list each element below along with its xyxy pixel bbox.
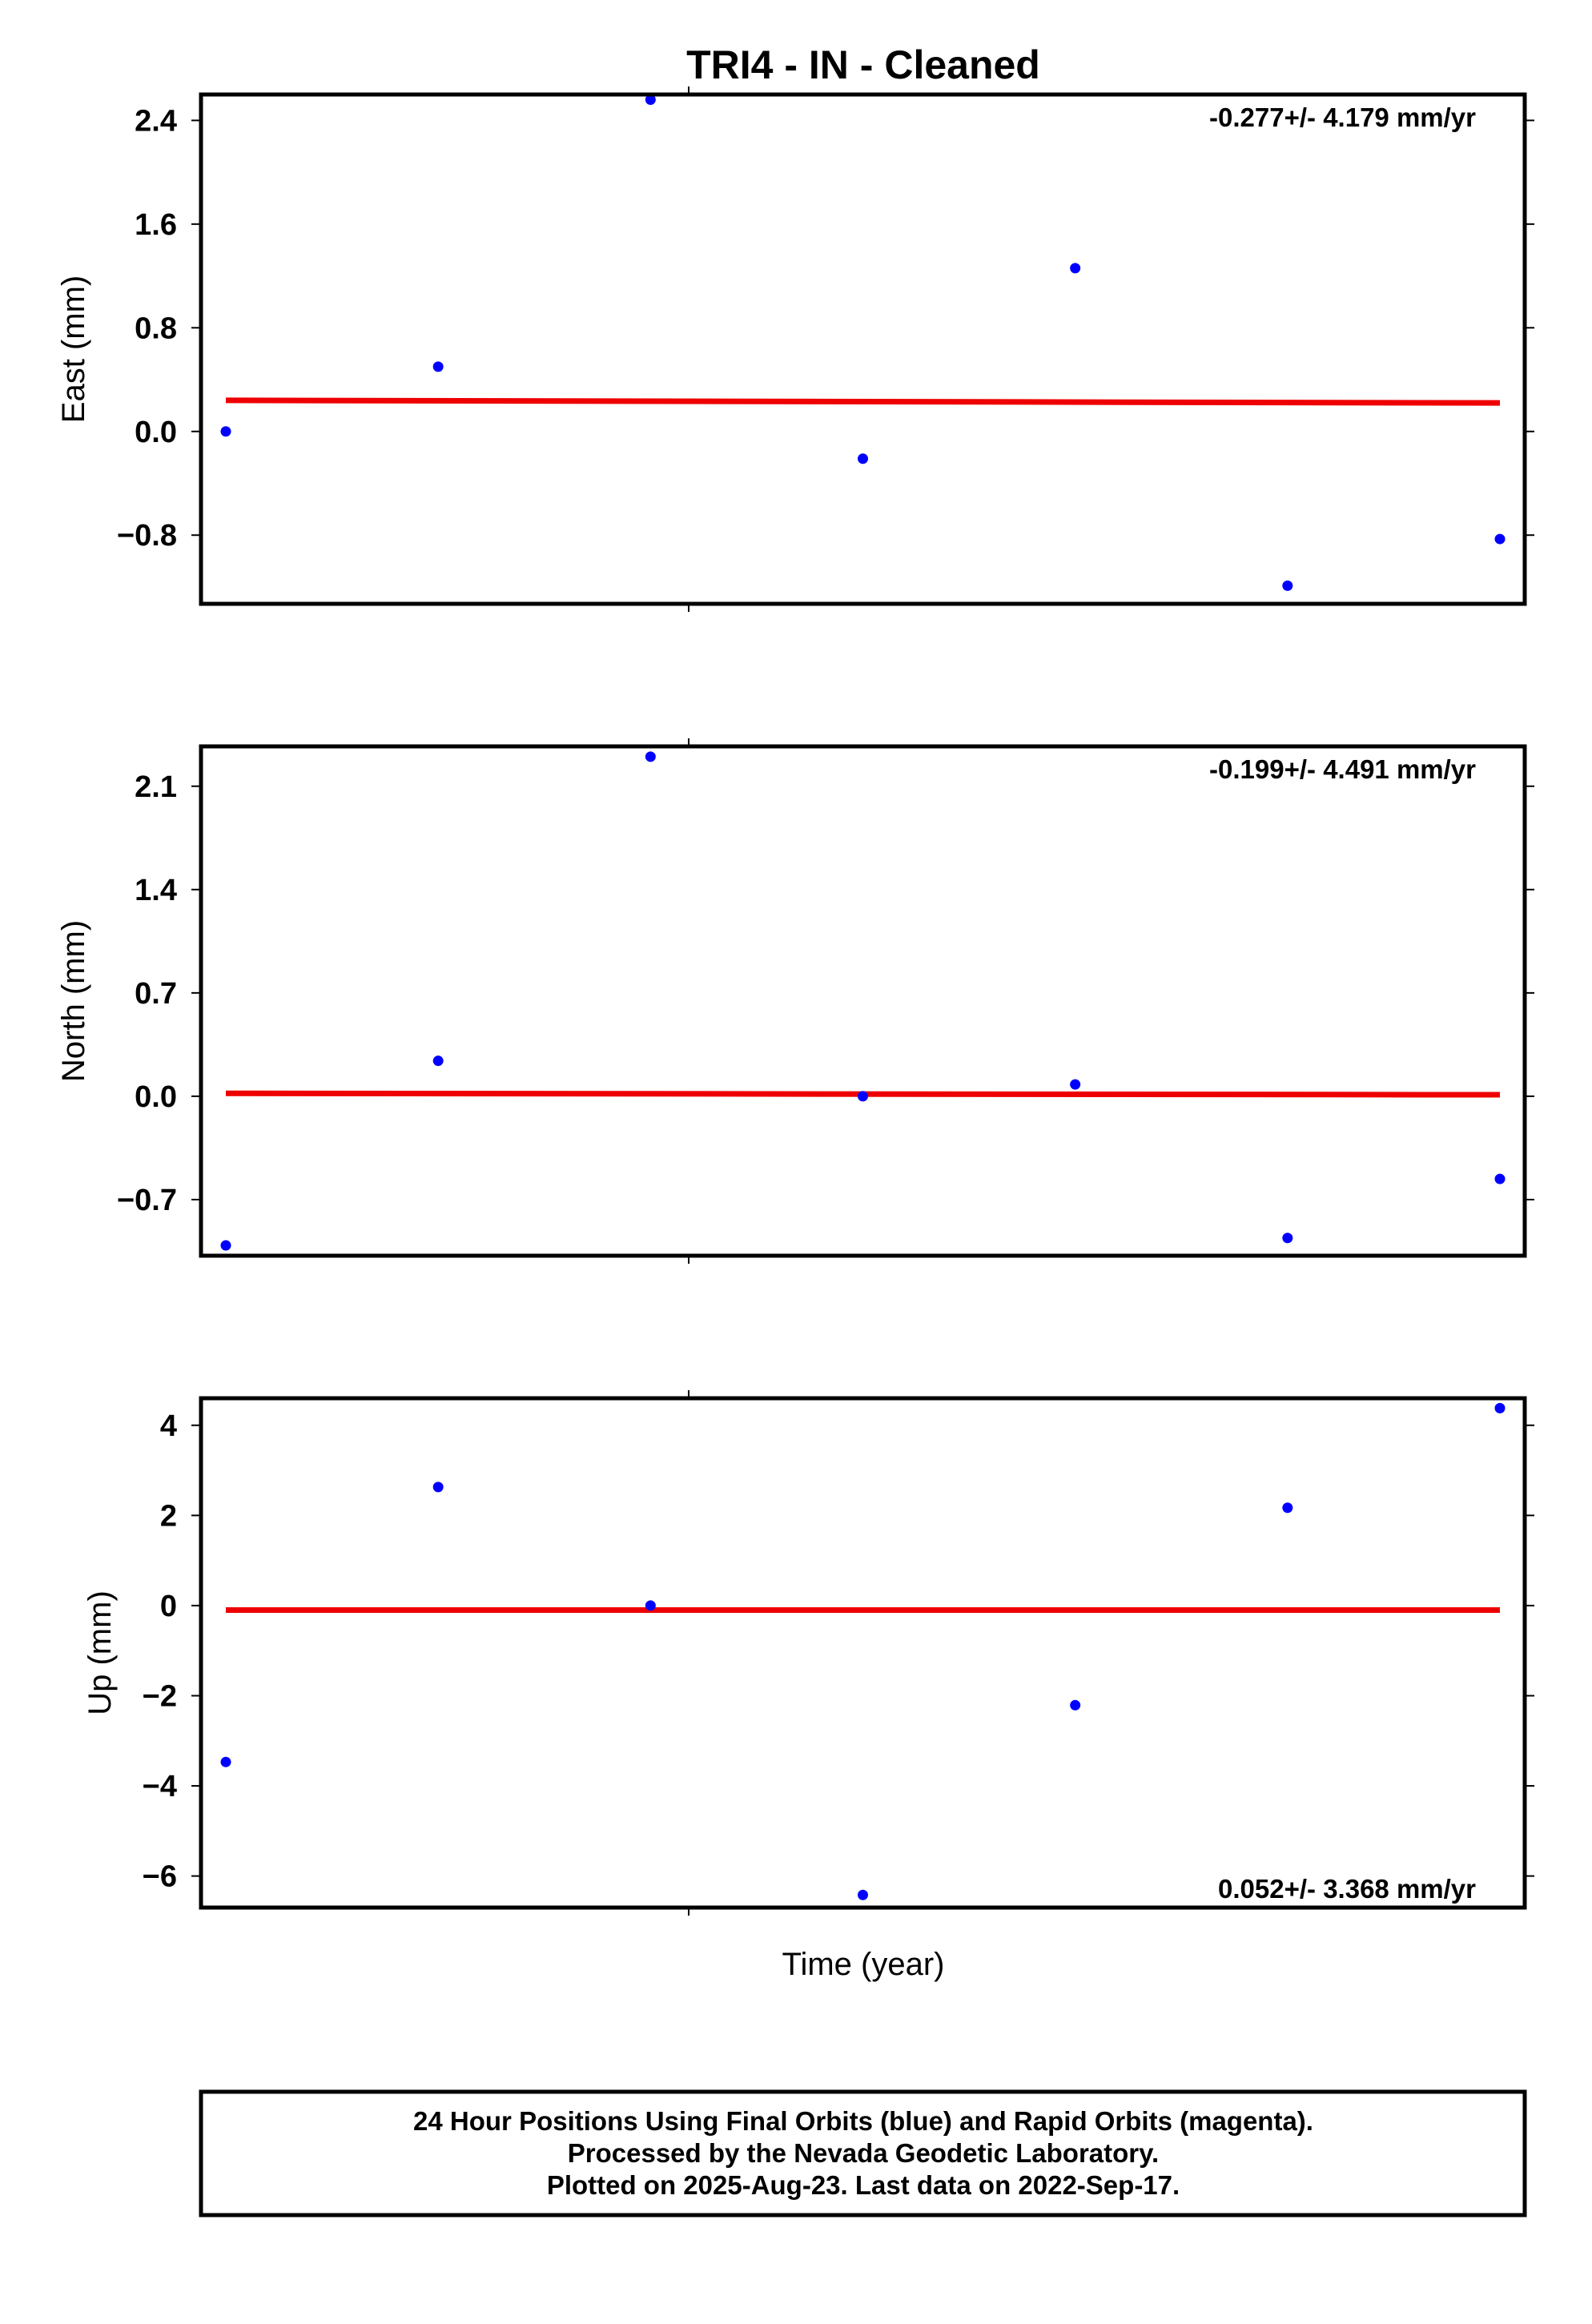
data-point [645, 1600, 656, 1611]
data-point [220, 1240, 231, 1251]
y-tick-label: −2 [143, 1679, 177, 1713]
data-point [1494, 1173, 1506, 1184]
y-tick-label: 0 [160, 1590, 177, 1623]
y-axis-label: North (mm) [56, 920, 91, 1082]
data-point [432, 1482, 444, 1493]
panel-frame [199, 744, 1527, 1258]
panel-0: 2.4 1.6 0.8 0.0 −0.8 East (mm) -0.277+/- 4.179… [56, 86, 1534, 612]
data-point [432, 361, 444, 372]
data-point [1282, 1502, 1293, 1514]
y-tick-label: 0.0 [135, 1080, 177, 1114]
data-point [645, 751, 656, 762]
footer-line-2: Processed by the Nevada Geodetic Laborat… [568, 2138, 1159, 2168]
data-point [1070, 1699, 1081, 1711]
y-tick-label: 2.4 [135, 104, 177, 138]
data-point [858, 1889, 868, 1900]
panel-frame [199, 1396, 1527, 1910]
data-point [1494, 533, 1506, 545]
data-point [1494, 1402, 1506, 1413]
rate-label: -0.199+/- 4.491 mm/yr [1209, 754, 1476, 784]
y-tick-label: −4 [143, 1770, 177, 1803]
y-tick-label: 0.0 [135, 416, 177, 449]
y-tick-label: −0.8 [117, 519, 177, 553]
footer-frame [199, 2089, 1527, 2217]
y-tick-label: 0.7 [135, 977, 177, 1011]
panel-2: 4 2 0 −2 −4 −6 Up (mm) 0.052+/- 3.368 mm/yr [82, 1390, 1534, 1916]
data-point [1070, 1079, 1081, 1090]
data-point [1282, 580, 1293, 591]
footer-line-3: Plotted on 2025-Aug-23. Last data on 202… [547, 2170, 1180, 2200]
y-tick-label: −6 [143, 1860, 177, 1894]
rate-label: 0.052+/- 3.368 mm/yr [1218, 1874, 1476, 1904]
y-axis-label: East (mm) [56, 275, 91, 423]
footer-line-1: 24 Hour Positions Using Final Orbits (bl… [413, 2106, 1313, 2136]
rate-label: -0.277+/- 4.179 mm/yr [1209, 103, 1476, 132]
data-point [858, 1091, 868, 1102]
data-point [645, 94, 656, 105]
panels: 2.4 1.6 0.8 0.0 −0.8 East (mm) -0.277+/- 4.179… [56, 86, 1534, 1916]
x-axis-label: Time (year) [782, 1947, 945, 1982]
data-point [220, 426, 231, 437]
y-tick-label: 2.1 [135, 770, 177, 804]
data-point [858, 453, 868, 464]
data-point [1282, 1232, 1293, 1244]
y-tick-label: 1.4 [135, 874, 177, 907]
y-tick-label: −0.7 [117, 1184, 177, 1217]
panel-1: 2.1 1.4 0.7 0.0 −0.7 North (mm) -0.199+/- 4.49… [56, 738, 1534, 1264]
y-tick-label: 0.8 [135, 312, 177, 345]
data-point [432, 1055, 444, 1067]
chart-title: TRI4 - IN - Cleaned [686, 42, 1040, 87]
panel-frame [199, 92, 1527, 606]
y-tick-label: 4 [160, 1409, 177, 1443]
y-tick-label: 2 [160, 1499, 177, 1533]
y-tick-label: 1.6 [135, 208, 177, 242]
data-point [1070, 263, 1081, 274]
data-point [220, 1756, 231, 1767]
trend-line [225, 397, 1501, 406]
footer-box: 24 Hour Positions Using Final Orbits (bl… [199, 2089, 1527, 2217]
y-axis-label: Up (mm) [82, 1590, 118, 1715]
